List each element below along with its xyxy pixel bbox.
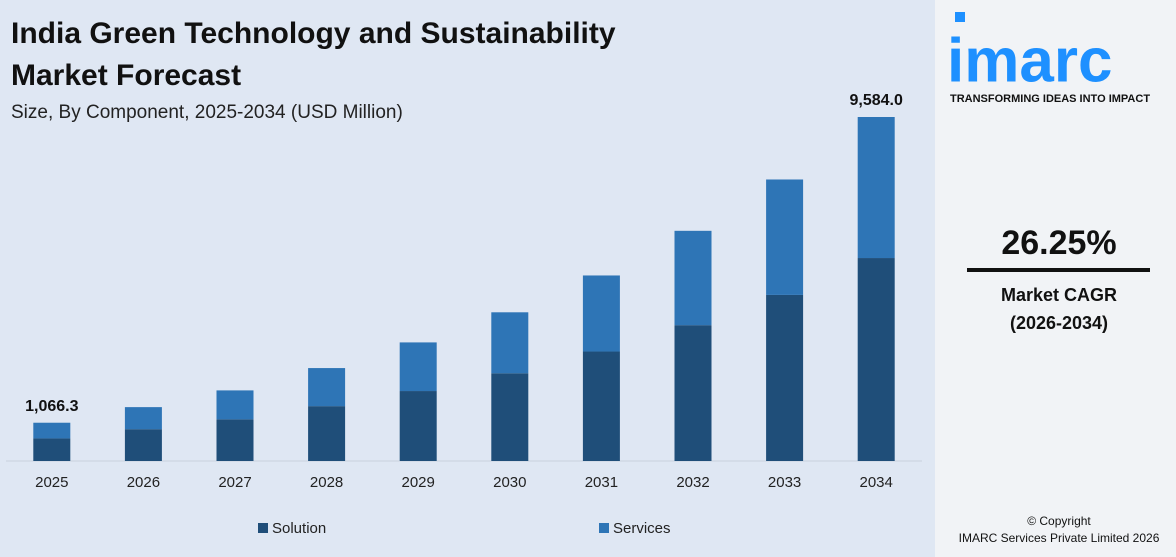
x-tick-label: 2026 xyxy=(127,474,160,491)
bar-segment xyxy=(766,294,804,461)
bar-segment xyxy=(582,275,620,352)
chart-title: India Green Technology and Sustainabilit… xyxy=(11,17,616,50)
bar-segment xyxy=(491,373,529,461)
bar-segment xyxy=(399,391,437,461)
bar-segment xyxy=(491,312,529,374)
bar-segment xyxy=(216,390,254,420)
copyright: © Copyright xyxy=(1027,514,1091,528)
bar-segment xyxy=(308,368,346,407)
bar-segment xyxy=(399,342,437,392)
tagline: TRANSFORMING IDEAS INTO IMPACT xyxy=(950,93,1150,105)
logo-dot xyxy=(955,12,965,22)
legend-label: Services xyxy=(613,520,671,537)
x-tick-label: 2034 xyxy=(860,474,893,491)
total-label: 9,584.0 xyxy=(850,92,903,109)
bar-segment xyxy=(582,351,620,461)
cagr-period: (2026-2034) xyxy=(1010,313,1108,333)
x-tick-label: 2027 xyxy=(218,474,251,491)
cagr-rule xyxy=(967,268,1150,272)
x-tick-label: 2030 xyxy=(493,474,526,491)
bar-segment xyxy=(124,429,162,461)
bar-segment xyxy=(857,258,895,461)
x-tick-label: 2033 xyxy=(768,474,801,491)
x-tick-label: 2028 xyxy=(310,474,343,491)
bar-segment xyxy=(124,407,162,430)
cagr-label: Market CAGR xyxy=(1001,285,1117,305)
company: IMARC Services Private Limited 2026 xyxy=(959,531,1160,545)
x-tick-label: 2032 xyxy=(676,474,709,491)
bar-segment xyxy=(674,325,712,461)
legend-label: Solution xyxy=(272,520,326,537)
x-tick-label: 2031 xyxy=(585,474,618,491)
chart-subtitle: Size, By Component, 2025-2034 (USD Milli… xyxy=(11,102,403,123)
sidebar-bg xyxy=(935,0,1176,557)
chart-title: Market Forecast xyxy=(11,59,241,92)
bar-segment xyxy=(216,419,254,461)
bar-segment xyxy=(308,406,346,461)
bar-segment xyxy=(33,422,71,439)
legend-swatch xyxy=(599,523,609,533)
logo: imarc xyxy=(947,26,1112,95)
bar-segment xyxy=(857,117,895,259)
bar-segment xyxy=(33,438,71,461)
cagr-value: 26.25% xyxy=(1001,224,1116,262)
x-tick-label: 2025 xyxy=(35,474,68,491)
total-label: 1,066.3 xyxy=(25,398,78,415)
bar-segment xyxy=(766,179,804,295)
legend-swatch xyxy=(258,523,268,533)
x-tick-label: 2029 xyxy=(402,474,435,491)
bar-segment xyxy=(674,230,712,326)
